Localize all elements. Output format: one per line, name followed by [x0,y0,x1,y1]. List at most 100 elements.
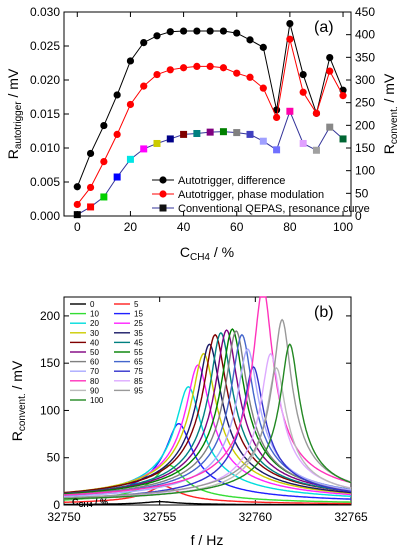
a-point-conventional-6 [153,139,161,147]
panel-a-y-axis-label-unit: / mV [5,68,21,101]
a-point-s0-3 [113,91,121,99]
a-point-s0-2 [100,121,108,130]
panel-a-y2-axis-label-sub: convent. [389,106,400,144]
a-point-s1-1 [86,183,95,192]
a-point-s1-9 [193,62,201,70]
b-legend-label-35: 35 [134,329,143,338]
legend-marker-phase [159,190,167,198]
a-point-conventional-13 [246,130,254,138]
b-legend-label-30: 30 [90,329,99,338]
a-point-s0-8 [179,27,188,35]
legend-marker-difference [159,176,167,184]
b-legend-label-90: 90 [90,386,99,395]
a-point-conventional-12 [233,129,241,137]
b-legend-label-20: 20 [90,319,99,328]
panel-a-y2-axis-label-unit: / mV [381,73,397,106]
panel-a-y-axis-label-main: R [5,149,21,159]
panel-b-legend-title: CCH4 / % [72,497,108,509]
b-curve-65 [64,333,352,497]
a-y2-tick-label-0: 0 [355,209,362,223]
b-legend-label-10: 10 [90,310,99,319]
panel-a-x-axis-label-sub: CH4 [190,252,210,263]
b-legend-label-100: 100 [90,396,104,405]
b-curve-0 [64,501,351,506]
panel-b-y-ticks: 0 50 100 150 200 [40,309,351,512]
a-point-conventional-4 [126,155,134,163]
a-point-s1-3 [113,130,121,138]
b-x-tick-label-0: 32750 [47,510,81,524]
a-point-s1-15 [272,113,281,121]
a-point-s1-13 [246,73,254,81]
a-point-s0-17 [299,70,307,79]
a-point-s0-6 [153,32,161,40]
a-point-s1-16 [286,35,294,43]
a-point-s1-10 [206,62,214,70]
panel-a-x-axis-label-main: C [180,244,190,260]
a-point-s1-5 [140,82,148,90]
a-point-s1-18 [312,109,321,117]
a-point-s1-0 [73,200,81,209]
panel-a-y-ticks: 0.000 0.005 0.010 0.015 0.020 0.025 0.030 [30,5,69,223]
b-x-tick-label-2: 32760 [239,510,273,524]
b-legend-label-0: 0 [90,300,95,309]
a-point-conventional-14 [259,137,267,145]
a-point-conventional-20 [339,135,347,143]
panel-a-y-axis-label: Rautotrigger / mV [5,68,24,159]
b-legend-label-65: 65 [134,358,143,367]
b-curve-5 [64,485,352,505]
b-curve-100 [63,343,352,500]
panel-a-legend: Autotrigger, difference Autotrigger, pha… [152,175,370,215]
panel-a-series [73,19,347,219]
legend-label-conventional: Conventional QEPAS, resonance curve [178,203,370,215]
panel-b-legend-title-sub: CH4 [79,502,93,509]
a-point-conventional-1 [87,203,95,211]
a-y2-tick-label-1: 50 [355,186,369,200]
a-y-tick-label-0: 0.000 [30,209,60,223]
a-point-conventional-9 [193,129,201,137]
panel-a-x-axis-label-unit: / % [210,244,234,260]
panel-a-y2-ticks: 0 50 100 150 200 250 300 350 400 450 [346,5,375,223]
a-point-s1-11 [219,64,228,72]
b-legend-label-40: 40 [90,338,99,347]
b-curve-80 [64,296,352,496]
a-y2-tick-label-5: 250 [355,96,375,110]
a-y-tick-label-1: 0.005 [30,175,60,189]
a-point-conventional-8 [180,130,188,138]
b-curve-95 [64,318,352,499]
b-legend-label-25: 25 [134,319,143,328]
a-point-conventional-19 [326,123,334,131]
panel-b-plot-frame [63,296,352,506]
a-point-s0-0 [73,183,81,191]
panel-b-label: (b) [314,304,334,321]
a-point-s1-4 [126,100,135,109]
panel-a-y-axis-label-sub: autotrigger [13,101,24,149]
a-point-conventional-3 [113,173,121,181]
a-y-tick-label-6: 0.030 [30,5,60,19]
b-y-tick-label-0: 0 [53,498,60,512]
b-legend-label-5: 5 [134,300,139,309]
a-point-s1-2 [100,158,108,166]
b-legend-label-80: 80 [90,377,99,386]
panel-b-legend-title-unit: / % [93,497,109,507]
a-y2-tick-label-6: 300 [355,73,375,87]
panel-a-y2-axis-label-main: R [381,144,397,154]
a-point-s0-12 [233,29,241,37]
a-point-s1-19 [326,67,334,75]
panel-a: 0 20 40 60 80 100 0.0000.0050.0100.0150.0200.… [5,5,400,263]
legend-label-difference: Autotrigger, difference [178,175,285,187]
a-point-s0-5 [140,39,148,47]
a-point-s0-4 [126,57,135,65]
a-point-s0-1 [86,149,95,158]
a-point-conventional-17 [299,139,307,147]
a-point-conventional-11 [219,128,227,136]
panel-b-series [63,296,352,506]
a-y-tick-label-3: 0.015 [30,107,60,121]
panel-a-x-axis-label: CCH4 / % [180,244,234,263]
a-point-s0-13 [246,36,254,44]
a-point-s0-9 [193,27,201,35]
a-point-s0-19 [326,53,334,62]
a-point-conventional-5 [140,145,148,153]
b-y-tick-label-3: 150 [40,356,60,370]
a-point-s0-14 [259,43,267,51]
